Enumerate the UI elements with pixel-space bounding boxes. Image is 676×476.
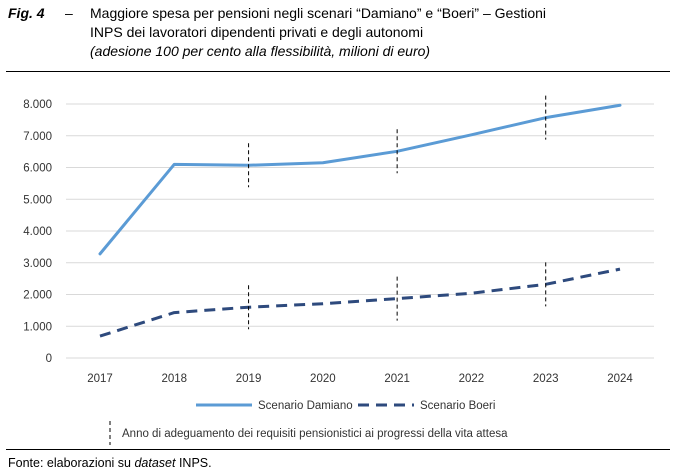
source-prefix: Fonte: elaborazioni su (8, 456, 135, 470)
series-line-scenario-boeri (99, 267, 621, 338)
top-rule (6, 71, 670, 72)
y-tick-label: 6.000 (23, 163, 52, 175)
y-tick-label: 1.000 (23, 321, 52, 333)
figure-label: Fig. 4 (8, 5, 45, 21)
legend-label-marker: Anno di adeguamento dei requisiti pensio… (122, 428, 508, 440)
x-tick-label: 2022 (459, 373, 485, 385)
adjustment-markers (248, 95, 547, 330)
series-line-scenario-damiano (98, 103, 622, 256)
y-tick-label: 2.000 (23, 290, 52, 302)
bottom-rule (6, 449, 670, 450)
y-tick-label: 7.000 (23, 131, 52, 143)
legend-label-boeri: Scenario Boeri (420, 400, 495, 412)
series-lines (98, 103, 622, 338)
x-tick-label: 2024 (607, 373, 633, 385)
y-tick-label: 0 (46, 353, 52, 365)
source-dataset: dataset (134, 456, 176, 470)
x-tick-labels: 2017 2018 2019 2020 2021 2022 2023 2024 (87, 373, 633, 385)
title-separator: – (65, 5, 73, 21)
legend-label-damiano: Scenario Damiano (258, 400, 353, 412)
y-tick-label: 4.000 (23, 226, 52, 238)
y-tick-label: 8.000 (23, 99, 52, 111)
x-tick-label: 2020 (310, 373, 336, 385)
x-tick-label: 2018 (161, 373, 187, 385)
title-line-2: INPS dei lavoratori dipendenti privati e… (90, 24, 424, 40)
source-note: Fonte: elaborazioni su dataset INPS. (8, 456, 212, 470)
y-tick-label: 5.000 (23, 194, 52, 206)
x-tick-label: 2017 (87, 373, 113, 385)
y-tick-labels: 0 1.000 2.000 3.000 4.000 5.000 6.000 7.000 8.00… (23, 99, 52, 365)
grid-lines (66, 103, 654, 359)
figure-subtitle: (adesione 100 per cento alla flessibilit… (90, 43, 431, 59)
line-chart: 0 1.000 2.000 3.000 4.000 5.000 6.000 7.000 8.00… (23, 95, 654, 445)
x-tick-label: 2021 (384, 373, 410, 385)
x-tick-label: 2019 (236, 373, 262, 385)
figure-title: Maggiore spesa per pensioni negli scenar… (90, 4, 672, 61)
x-tick-label: 2023 (533, 373, 559, 385)
source-suffix: INPS. (175, 456, 212, 470)
y-tick-label: 3.000 (23, 258, 52, 270)
title-line-1: Maggiore spesa per pensioni negli scenar… (90, 5, 547, 21)
legend: Scenario Damiano Scenario Boeri Anno di ad… (109, 400, 508, 445)
